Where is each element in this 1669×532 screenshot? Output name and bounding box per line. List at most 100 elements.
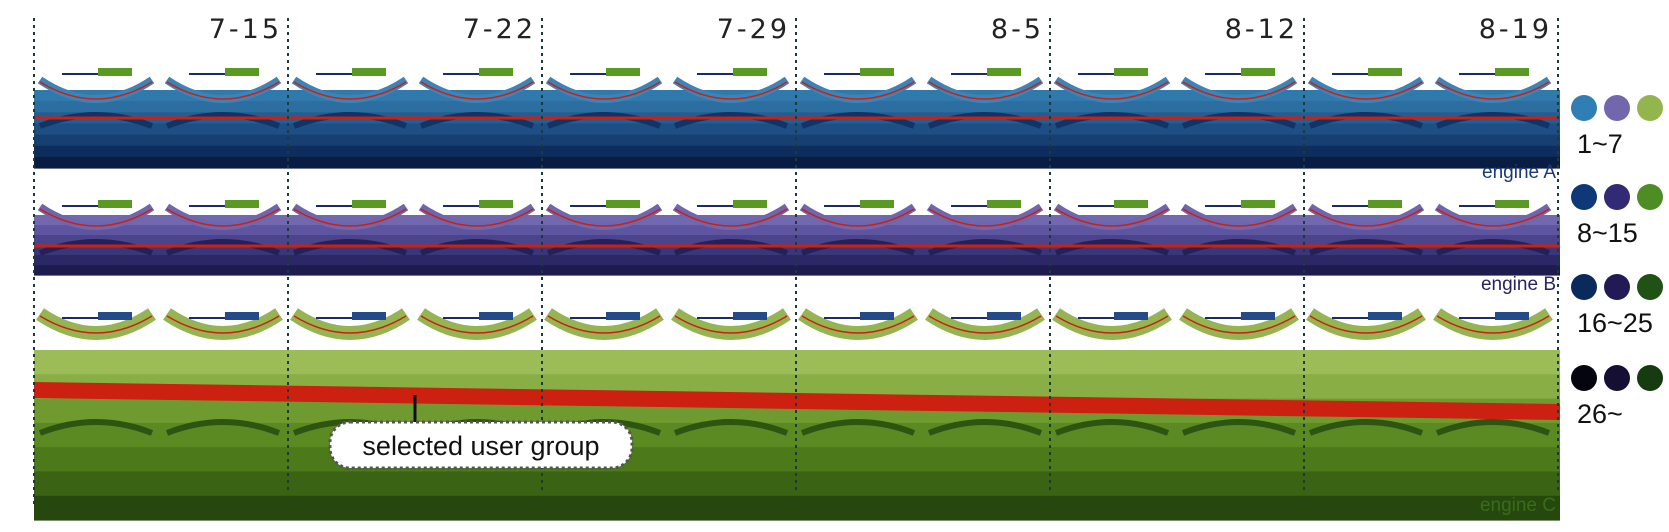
mini-bar — [1495, 200, 1529, 208]
mini-bar — [1368, 200, 1402, 208]
transition-arc — [38, 239, 154, 256]
transition-arc — [163, 308, 283, 340]
callout-label: selected user group — [362, 431, 599, 461]
legend-swatch — [1637, 95, 1663, 121]
date-label: 7-22 — [463, 14, 536, 45]
mini-bar — [1241, 200, 1275, 208]
selected-group-arc — [39, 315, 153, 334]
transition-arc — [1306, 308, 1426, 340]
selected-group-arc — [420, 208, 534, 227]
user-band — [34, 255, 1560, 266]
transition-arc — [165, 419, 281, 436]
mini-bar — [860, 312, 894, 320]
mini-bar — [1495, 68, 1529, 76]
callout-box[interactable] — [328, 420, 634, 470]
legend-swatch — [1571, 95, 1597, 121]
selected-group-arc — [801, 81, 915, 100]
mini-bar — [352, 68, 386, 76]
engine-label: engine C — [1480, 495, 1556, 516]
date-label: 8-12 — [1225, 14, 1298, 45]
legend-item: 16~25 — [1571, 274, 1663, 338]
mini-bar — [1114, 68, 1148, 76]
transition-arc — [927, 419, 1043, 436]
selected-group-arc — [801, 208, 915, 227]
user-band — [34, 134, 1560, 147]
transition-arc — [1181, 419, 1297, 436]
mini-bar — [225, 312, 259, 320]
selected-group-arc — [166, 208, 280, 227]
selected-group-arc — [293, 208, 407, 227]
transition-arc — [1054, 112, 1170, 129]
selected-group-arc — [1055, 315, 1169, 334]
engine-label: engine B — [1481, 274, 1556, 295]
transition-arc — [419, 112, 535, 129]
mini-bar — [225, 68, 259, 76]
mini-bar — [860, 68, 894, 76]
transition-arc — [1308, 419, 1424, 436]
legend-swatch — [1604, 184, 1630, 210]
transition-arc — [165, 112, 281, 129]
mini-bar — [225, 200, 259, 208]
mini-bar — [1368, 68, 1402, 76]
selected-group-arc — [547, 208, 661, 227]
mini-bar — [352, 312, 386, 320]
mini-bar — [1495, 312, 1529, 320]
transition-arc — [417, 308, 537, 340]
legend-swatch — [1571, 274, 1597, 300]
legend-swatch — [1604, 274, 1630, 300]
legend-swatch — [1571, 365, 1597, 391]
transition-arc — [927, 239, 1043, 256]
mini-bar — [860, 200, 894, 208]
legend-item: 8~15 — [1571, 184, 1663, 248]
selected-group-arc — [547, 315, 661, 334]
selected-group-arc — [39, 208, 153, 227]
mini-bar — [1241, 68, 1275, 76]
transition-arc — [798, 308, 918, 340]
mini-bar — [987, 200, 1021, 208]
legend-label: 16~25 — [1577, 308, 1653, 338]
selected-group-arc — [547, 81, 661, 100]
selected-group-arc — [928, 208, 1042, 227]
transition-arc — [673, 239, 789, 256]
transition-arc — [36, 308, 156, 340]
selected-group-arc — [1182, 315, 1296, 334]
selected-group-arc — [293, 81, 407, 100]
mini-bar — [987, 68, 1021, 76]
selected-group-arc — [1309, 81, 1423, 100]
legend-swatch — [1637, 365, 1663, 391]
transition-arc — [290, 308, 410, 340]
transition-arc — [38, 112, 154, 129]
transition-arc — [1181, 239, 1297, 256]
mini-bar — [479, 312, 513, 320]
transition-arc — [1435, 112, 1551, 129]
mini-bar — [479, 200, 513, 208]
transition-arc — [673, 419, 789, 436]
selected-group-arc — [1182, 208, 1296, 227]
user-band — [34, 156, 1560, 169]
transition-arc — [1435, 419, 1551, 436]
legend-item: 1~7 — [1571, 95, 1663, 159]
transition-arc — [1054, 239, 1170, 256]
date-label: 8-5 — [991, 14, 1044, 45]
transition-arc — [673, 112, 789, 129]
selected-group-arc — [1182, 81, 1296, 100]
mini-bar — [733, 68, 767, 76]
user-band — [34, 123, 1560, 136]
legend-swatch — [1637, 274, 1663, 300]
transition-arc — [1308, 239, 1424, 256]
legend-label: 1~7 — [1577, 129, 1623, 159]
date-axis: 7-15 7-22 7-29 8-5 8-12 8-19 — [33, 14, 1559, 505]
mini-bar — [98, 200, 132, 208]
mini-bar — [1368, 312, 1402, 320]
legend-item: 26~ — [1571, 365, 1663, 429]
mini-bar — [98, 312, 132, 320]
transition-arc — [800, 112, 916, 129]
transition-arc — [546, 112, 662, 129]
selected-group-arc — [1055, 208, 1169, 227]
date-label: 7-29 — [717, 14, 790, 45]
user-band — [34, 495, 1560, 521]
selected-group-arc — [1436, 81, 1550, 100]
mini-bar — [733, 312, 767, 320]
mini-bar — [98, 68, 132, 76]
